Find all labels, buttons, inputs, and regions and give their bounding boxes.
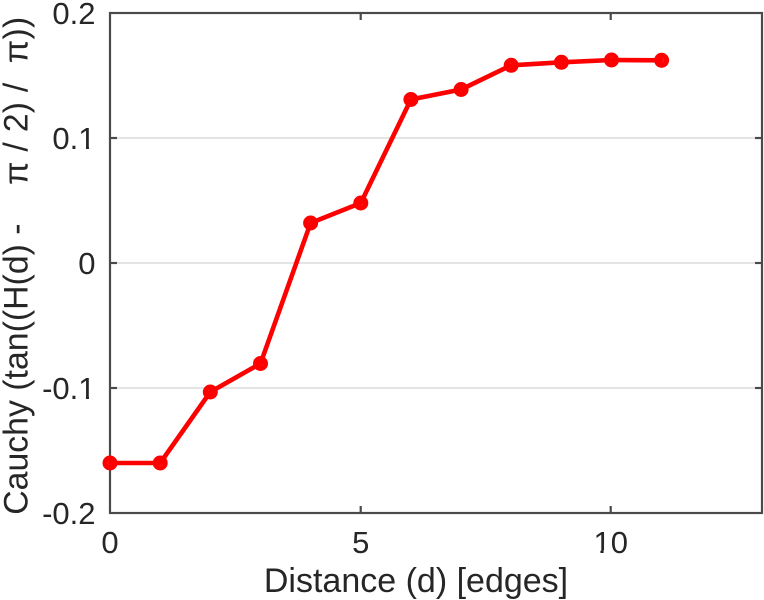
svg-text:0: 0: [78, 246, 95, 281]
svg-text:5: 5: [352, 525, 369, 560]
svg-text:Distance (d) [edges]: Distance (d) [edges]: [264, 562, 568, 600]
svg-text:10: 10: [593, 525, 627, 560]
svg-text:0: 0: [101, 525, 118, 560]
svg-text:-0.1: -0.1: [42, 371, 95, 406]
svg-text:Cauchy (tan((H(d) - π / 2): Cauchy (tan((H(d) - π / 2) / π)): [0, 17, 36, 515]
svg-text:0.2: 0.2: [52, 0, 95, 31]
svg-text:0.1: 0.1: [52, 121, 95, 156]
svg-text:-0.2: -0.2: [42, 496, 95, 531]
